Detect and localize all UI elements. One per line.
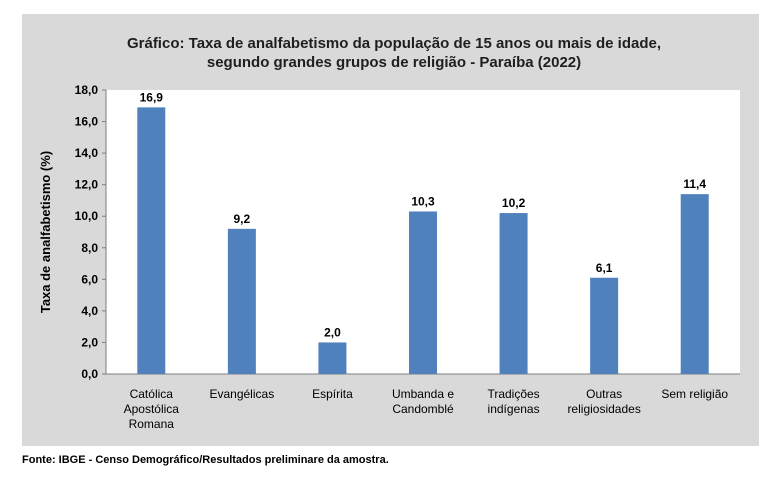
y-tick-label: 14,0	[75, 146, 99, 160]
data-label: 10,3	[411, 194, 435, 208]
x-category-label: Outras religiosidades	[567, 387, 640, 416]
bar	[409, 211, 437, 374]
chart-title-line-1: Gráfico: Taxa de analfabetismo da popula…	[127, 35, 661, 52]
x-category-label-line: Espírita	[312, 387, 353, 401]
x-category-label: Evangélicas	[209, 387, 274, 401]
bar	[227, 228, 256, 374]
y-tick-label: 0,0	[81, 367, 98, 381]
chart-svg: Gráfico: Taxa de analfabetismo da popula…	[38, 35, 740, 431]
bar	[590, 277, 619, 374]
x-category-label-line: Apostólica	[124, 402, 180, 416]
data-label: 10,2	[502, 196, 526, 210]
chart-panel: Gráfico: Taxa de analfabetismo da popula…	[22, 14, 759, 446]
data-label: 16,9	[140, 90, 164, 104]
x-category-label: Umbanda e Candomblé	[392, 387, 454, 416]
y-tick-label: 2,0	[81, 335, 98, 349]
x-category-label: Sem religião	[661, 387, 728, 401]
bar	[680, 194, 709, 374]
x-category-label-line: Romana	[129, 417, 175, 431]
data-label: 2,0	[324, 325, 341, 339]
x-category-label-line: Tradições	[487, 387, 539, 401]
source-note: Fonte: IBGE - Censo Demográfico/Resultad…	[22, 454, 389, 466]
data-label: 6,1	[596, 261, 613, 275]
y-tick-label: 18,0	[75, 83, 99, 97]
x-category-label-line: Evangélicas	[209, 387, 274, 401]
data-label: 11,4	[683, 177, 706, 191]
x-category-label: Espírita	[312, 387, 353, 401]
x-category-label-line: indígenas	[488, 402, 540, 416]
bar	[318, 342, 347, 374]
y-tick-label: 4,0	[81, 304, 98, 318]
data-label: 9,2	[234, 212, 251, 226]
y-tick-label: 12,0	[75, 178, 99, 192]
x-category-label-line: Umbanda e	[392, 387, 454, 401]
y-tick-label: 6,0	[81, 272, 98, 286]
x-category-label-line: Sem religião	[661, 387, 728, 401]
x-category-label-line: Católica	[130, 387, 174, 401]
x-category-label: Tradições indígenas	[487, 387, 539, 416]
x-category-label: Católica Apostólica Romana	[124, 387, 180, 431]
chart-marks: 0,0 2,0 4,0 6,0 8,0 10,0 12,0 14,0 16,0 18,0 16,9 C…	[75, 83, 740, 431]
x-category-label-line: religiosidades	[567, 402, 640, 416]
y-tick-label: 8,0	[81, 241, 98, 255]
y-axis-title: Taxa de analfabetismo (%)	[38, 151, 53, 313]
chart-title-line-2: segundo grandes grupos de religião - Par…	[207, 54, 581, 71]
bar	[137, 107, 166, 374]
x-category-label-line: Outras	[586, 387, 622, 401]
x-category-label-line: Candomblé	[392, 402, 454, 416]
bar	[499, 213, 528, 374]
y-tick-label: 10,0	[75, 209, 99, 223]
y-tick-label: 16,0	[75, 115, 99, 129]
